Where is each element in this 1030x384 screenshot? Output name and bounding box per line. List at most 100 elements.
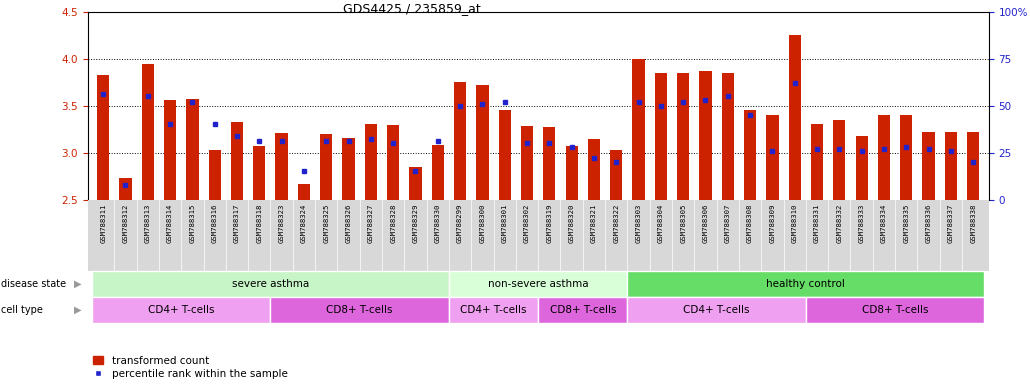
- Bar: [342, 137, 354, 200]
- Text: GSM788327: GSM788327: [368, 203, 374, 243]
- Text: healthy control: healthy control: [766, 279, 846, 289]
- Bar: [677, 73, 689, 200]
- Text: GSM788320: GSM788320: [569, 203, 575, 243]
- Text: GSM788306: GSM788306: [702, 203, 709, 243]
- Bar: [699, 71, 712, 200]
- Bar: [449, 297, 538, 323]
- Bar: [449, 271, 627, 297]
- Bar: [521, 126, 534, 200]
- Bar: [208, 150, 220, 200]
- Text: GSM788333: GSM788333: [859, 203, 864, 243]
- Bar: [387, 125, 400, 200]
- Bar: [900, 115, 913, 200]
- Text: GSM788326: GSM788326: [345, 203, 351, 243]
- Legend: transformed count, percentile rank within the sample: transformed count, percentile rank withi…: [93, 356, 287, 379]
- Text: GSM788328: GSM788328: [390, 203, 397, 243]
- Bar: [538, 297, 627, 323]
- Bar: [365, 124, 377, 200]
- Bar: [856, 136, 868, 200]
- Bar: [627, 297, 805, 323]
- Text: CD8+ T-cells: CD8+ T-cells: [862, 305, 928, 315]
- Text: GSM788332: GSM788332: [836, 203, 843, 243]
- Text: GSM788334: GSM788334: [881, 203, 887, 243]
- Text: GSM788323: GSM788323: [279, 203, 284, 243]
- Text: GSM788312: GSM788312: [123, 203, 129, 243]
- Bar: [543, 127, 555, 200]
- Text: GSM788300: GSM788300: [479, 203, 485, 243]
- Text: CD4+ T-cells: CD4+ T-cells: [460, 305, 526, 315]
- Text: disease state: disease state: [1, 279, 66, 289]
- Text: CD8+ T-cells: CD8+ T-cells: [550, 305, 616, 315]
- Bar: [271, 297, 449, 323]
- Bar: [632, 59, 645, 200]
- Bar: [744, 110, 756, 200]
- Text: GDS4425 / 235859_at: GDS4425 / 235859_at: [343, 2, 481, 15]
- Text: GSM788321: GSM788321: [591, 203, 597, 243]
- Bar: [945, 132, 957, 200]
- Text: GSM788318: GSM788318: [256, 203, 263, 243]
- Bar: [92, 271, 449, 297]
- Bar: [164, 100, 176, 200]
- Text: GSM788307: GSM788307: [725, 203, 731, 243]
- Bar: [565, 146, 578, 200]
- Text: non-severe asthma: non-severe asthma: [488, 279, 588, 289]
- Bar: [655, 73, 667, 200]
- Text: GSM788313: GSM788313: [145, 203, 150, 243]
- Bar: [320, 134, 333, 200]
- Text: GSM788336: GSM788336: [926, 203, 931, 243]
- Bar: [811, 124, 823, 200]
- Bar: [92, 297, 271, 323]
- Bar: [231, 122, 243, 200]
- Text: GSM788316: GSM788316: [212, 203, 217, 243]
- Bar: [454, 82, 467, 200]
- Text: GSM788303: GSM788303: [636, 203, 642, 243]
- Text: GSM788311: GSM788311: [100, 203, 106, 243]
- Text: severe asthma: severe asthma: [232, 279, 309, 289]
- Bar: [298, 184, 310, 200]
- Bar: [833, 120, 846, 200]
- Text: ▶: ▶: [73, 279, 81, 289]
- Bar: [766, 115, 779, 200]
- Bar: [275, 133, 287, 200]
- Bar: [789, 35, 801, 200]
- Text: CD8+ T-cells: CD8+ T-cells: [327, 305, 393, 315]
- Text: GSM788309: GSM788309: [769, 203, 776, 243]
- Text: GSM788308: GSM788308: [747, 203, 753, 243]
- Text: GSM788310: GSM788310: [792, 203, 797, 243]
- Bar: [610, 150, 622, 200]
- Text: GSM788322: GSM788322: [613, 203, 619, 243]
- Text: GSM788335: GSM788335: [903, 203, 909, 243]
- Text: GSM788304: GSM788304: [658, 203, 664, 243]
- Bar: [499, 110, 511, 200]
- Bar: [119, 178, 132, 200]
- Bar: [588, 139, 600, 200]
- Text: GSM788329: GSM788329: [412, 203, 418, 243]
- Bar: [923, 132, 934, 200]
- Bar: [627, 271, 985, 297]
- Text: GSM788319: GSM788319: [546, 203, 552, 243]
- Bar: [878, 115, 890, 200]
- Text: GSM788338: GSM788338: [970, 203, 976, 243]
- Text: CD4+ T-cells: CD4+ T-cells: [148, 305, 214, 315]
- Text: GSM788337: GSM788337: [948, 203, 954, 243]
- Bar: [967, 132, 980, 200]
- Text: CD4+ T-cells: CD4+ T-cells: [683, 305, 750, 315]
- Bar: [432, 145, 444, 200]
- Text: GSM788330: GSM788330: [435, 203, 441, 243]
- Text: GSM788324: GSM788324: [301, 203, 307, 243]
- Text: GSM788305: GSM788305: [680, 203, 686, 243]
- Text: GSM788317: GSM788317: [234, 203, 240, 243]
- Bar: [722, 73, 734, 200]
- Bar: [805, 297, 985, 323]
- Text: cell type: cell type: [1, 305, 43, 315]
- Text: GSM788315: GSM788315: [190, 203, 196, 243]
- Bar: [409, 167, 421, 200]
- Text: GSM788301: GSM788301: [502, 203, 508, 243]
- Text: GSM788302: GSM788302: [524, 203, 530, 243]
- Bar: [97, 76, 109, 200]
- Text: GSM788325: GSM788325: [323, 203, 330, 243]
- Bar: [186, 99, 199, 200]
- Text: GSM788331: GSM788331: [814, 203, 820, 243]
- Text: GSM788299: GSM788299: [457, 203, 464, 243]
- Bar: [476, 85, 488, 200]
